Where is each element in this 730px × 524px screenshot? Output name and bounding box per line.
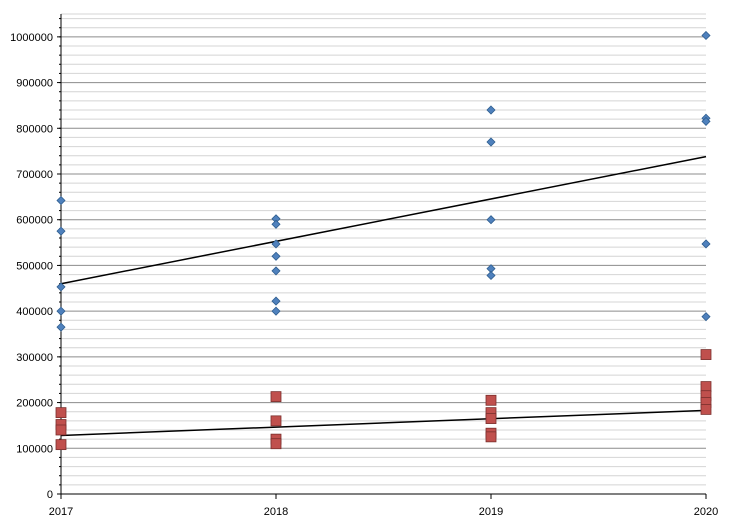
diamond-point: [701, 239, 711, 249]
square-point: [270, 415, 282, 427]
axes: [60, 14, 706, 495]
x-tick-label: 2020: [694, 506, 718, 518]
y-tick-label: 900000: [16, 78, 53, 90]
y-tick-label: 200000: [16, 398, 53, 410]
square-point: [485, 413, 497, 424]
diamond-point: [56, 322, 66, 332]
y-tick-label: 800000: [16, 123, 53, 135]
square-point: [55, 439, 67, 451]
x-tick-label: 2017: [49, 506, 73, 518]
data-points: [55, 30, 712, 451]
diamond-point: [271, 239, 281, 249]
square-point: [485, 394, 497, 406]
square-point: [270, 391, 282, 403]
diamond-point: [486, 270, 496, 281]
major-gridlines: [61, 36, 706, 449]
x-tick-label: 2018: [264, 506, 288, 518]
square-point: [55, 407, 67, 419]
diamond-point: [486, 105, 496, 115]
diamond-point: [701, 30, 711, 41]
square-point: [485, 431, 497, 443]
diamond-point: [701, 116, 711, 126]
square-point: [55, 424, 67, 436]
y-axis-ticks: 0 100000 200000 300000 400000 500000 600000 700…: [10, 18, 61, 501]
y-tick-label: 1000000: [10, 32, 53, 44]
minor-gridlines: [61, 13, 706, 486]
diamond-point: [271, 266, 281, 276]
square-point: [700, 349, 712, 360]
trendline: [60, 409, 707, 437]
diamond-point: [56, 306, 66, 316]
diamond-point: [56, 226, 66, 236]
y-tick-label: 500000: [16, 260, 53, 272]
y-tick-label: 400000: [16, 306, 53, 318]
y-tick-label: 700000: [16, 169, 53, 181]
x-tick-label: 2019: [479, 506, 503, 518]
square-point: [270, 438, 282, 450]
square-point: [700, 381, 712, 392]
diamond-point: [56, 195, 66, 206]
y-tick-label: 300000: [16, 352, 53, 364]
diamond-point: [271, 219, 281, 229]
diamond-point: [56, 282, 66, 292]
diamond-point: [486, 215, 496, 225]
y-tick-label: 0: [47, 489, 53, 501]
square-point: [700, 404, 712, 415]
x-axis-ticks: 2017 2018 2019 2020: [49, 494, 718, 518]
trendlines: [60, 155, 707, 437]
diamond-point: [271, 296, 281, 306]
y-tick-label: 100000: [16, 443, 53, 455]
diamond-point: [486, 137, 496, 147]
diamond-point: [271, 306, 281, 316]
diamond-point: [701, 312, 711, 322]
trendline: [60, 155, 707, 285]
y-tick-label: 600000: [16, 215, 53, 227]
diamond-point: [271, 251, 281, 261]
